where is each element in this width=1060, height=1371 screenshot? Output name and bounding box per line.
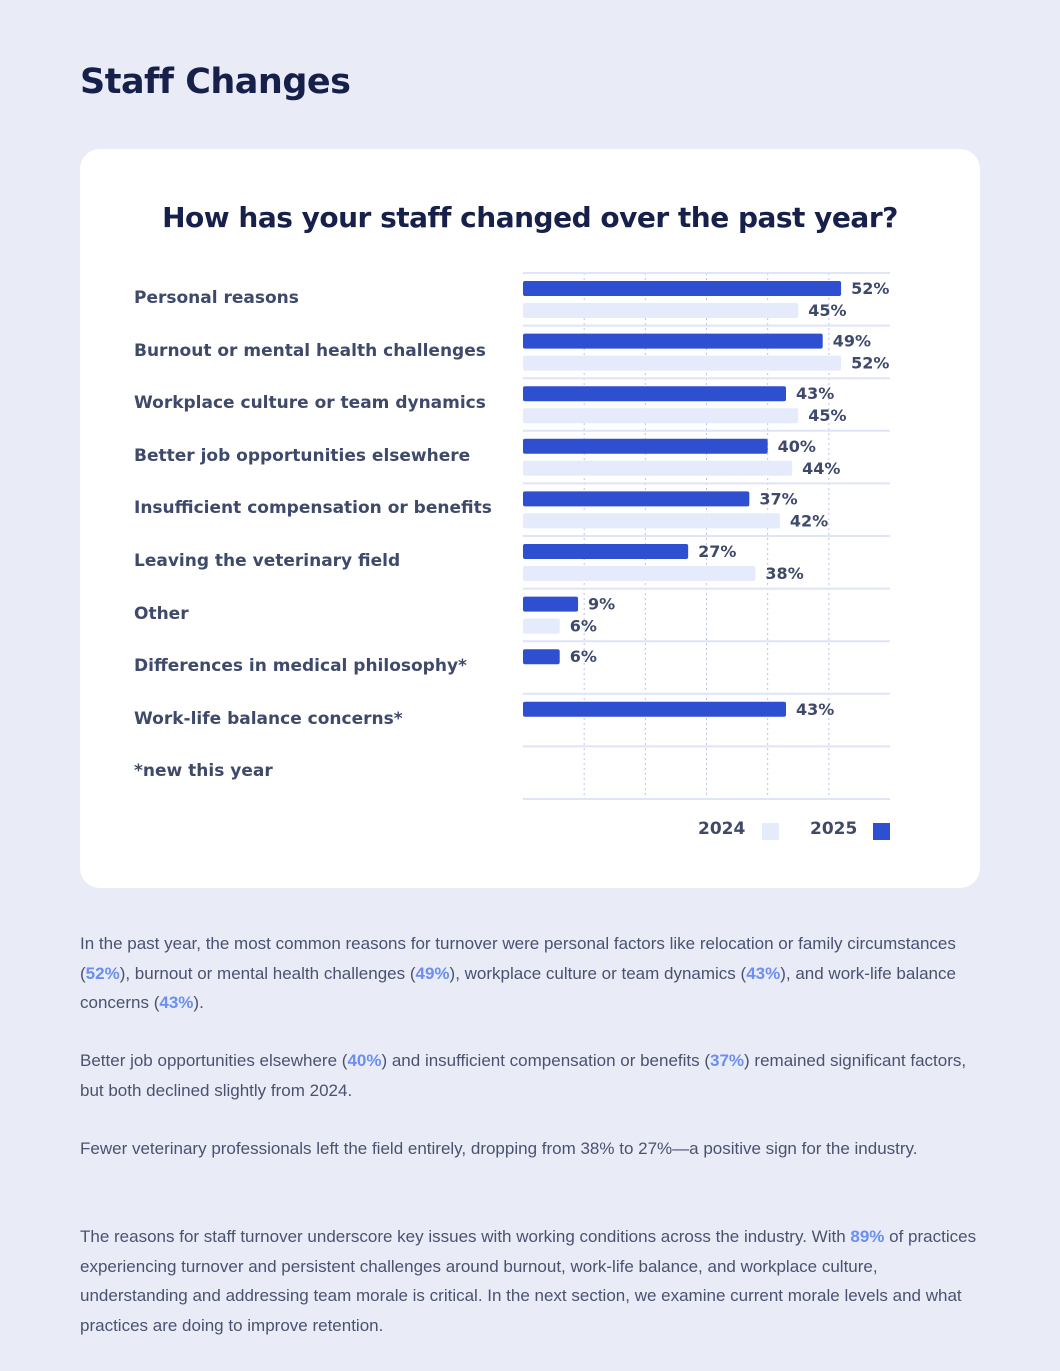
bar-2025 xyxy=(523,701,787,717)
value-label-2025: 43% xyxy=(796,700,834,719)
category-label: Personal reasons xyxy=(134,288,299,308)
value-label-2024: 6% xyxy=(570,617,597,636)
highlight-stat: 89% xyxy=(850,1227,885,1246)
bar-2025 xyxy=(523,596,579,612)
highlight-stat: 37% xyxy=(710,1051,745,1070)
value-label-2024: 45% xyxy=(808,406,846,425)
category-label: Burnout or mental health challenges xyxy=(134,340,486,361)
category-label: *new this year xyxy=(134,761,273,782)
value-label-2025: 37% xyxy=(759,489,797,508)
value-label-2025: 40% xyxy=(778,437,816,456)
bar-2024 xyxy=(523,513,780,529)
bar-2024 xyxy=(523,355,842,371)
paragraph-leaving-field: Fewer veterinary professionals left the … xyxy=(80,1134,990,1164)
bar-2025 xyxy=(523,544,689,559)
paragraph-text: ). xyxy=(193,993,204,1012)
value-label-2025: 27% xyxy=(698,542,736,561)
chart-card: How has your staff changed over the past… xyxy=(80,149,980,888)
category-label: Better job opportunities elsewhere xyxy=(134,445,471,466)
highlight-stat: 40% xyxy=(347,1051,382,1070)
category-label: Work-life balance concerns* xyxy=(134,708,403,729)
paragraph-text: ), burnout or mental health challenges ( xyxy=(119,963,416,983)
highlight-stat: 52% xyxy=(85,963,120,983)
paragraph-text: In the past year, the most common reason… xyxy=(80,934,956,983)
category-label: Other xyxy=(134,603,189,624)
paragraph-text: ) and insufficient compensation or benef… xyxy=(381,1051,711,1070)
page-title: Staff Changes xyxy=(80,62,351,102)
bar-2025 xyxy=(523,649,560,665)
legend-swatch-2025 xyxy=(873,823,890,840)
paragraph-text: The reasons for staff turnover underscor… xyxy=(80,1227,851,1246)
category-label: Insufficient compensation or benefits xyxy=(134,498,492,519)
legend-swatch-2024 xyxy=(762,823,779,840)
paragraph-text: Better job opportunities elsewhere ( xyxy=(80,1051,348,1070)
value-label-2025: 43% xyxy=(796,384,834,403)
category-label: Leaving the veterinary field xyxy=(134,551,401,571)
bar-2024 xyxy=(523,303,799,318)
value-label-2024: 44% xyxy=(802,459,840,478)
value-label-2024: 38% xyxy=(765,564,803,583)
bar-2024 xyxy=(523,566,756,581)
bar-2024 xyxy=(523,618,560,634)
bar-2025 xyxy=(523,438,768,454)
bar-2024 xyxy=(523,460,793,476)
paragraph-text: of practices experiencing turnover and p… xyxy=(80,1227,977,1335)
bar-2025 xyxy=(523,491,750,507)
value-label-2025: 9% xyxy=(588,595,615,614)
paragraph-text: ), workplace culture or team dynamics ( xyxy=(449,963,747,983)
category-label: Workplace culture or team dynamics xyxy=(134,393,486,414)
bar-chart-plot: 52% 45% 49% 52% 43% 45% 40% 44% 37% 42% 27% 38% 9% 6%… xyxy=(523,272,890,800)
chart-title: How has your staff changed over the past… xyxy=(162,201,898,234)
paragraph-text: ), and work-life balance concerns ( xyxy=(80,963,956,1013)
highlight-stat: 43% xyxy=(159,993,194,1012)
value-label-2024: 52% xyxy=(851,354,889,373)
value-label-2024: 42% xyxy=(790,511,828,530)
value-label-2024: 45% xyxy=(808,301,846,320)
paragraph-text: ) remained significant factors, but both… xyxy=(80,1051,967,1100)
paragraph-top-reasons: In the past year, the most common reason… xyxy=(80,929,990,1018)
value-label-2025: 49% xyxy=(833,332,871,351)
legend-label-2024: 2024 xyxy=(698,819,746,839)
highlight-stat: 49% xyxy=(415,963,450,983)
highlight-stat: 43% xyxy=(746,963,781,983)
bar-2024 xyxy=(523,408,799,424)
bar-2025 xyxy=(523,333,823,349)
category-label: Differences in medical philosophy* xyxy=(134,656,467,677)
value-label-2025: 6% xyxy=(570,647,597,666)
bar-2025 xyxy=(523,281,842,296)
legend-label-2025: 2025 xyxy=(810,819,858,839)
value-label-2025: 52% xyxy=(851,279,889,298)
paragraph-job-compensation: Better job opportunities elsewhere (40%)… xyxy=(80,1046,990,1105)
paragraph-conclusion: The reasons for staff turnover underscor… xyxy=(80,1222,990,1340)
bar-2025 xyxy=(523,386,787,402)
paragraph-text: Fewer veterinary professionals left the … xyxy=(80,1139,918,1158)
